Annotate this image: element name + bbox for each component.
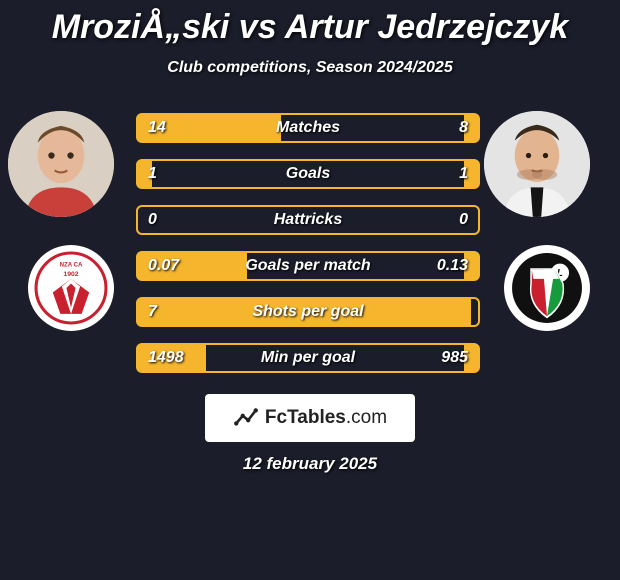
stats-bars: 14 Matches 8 1 Goals 1 0 Hattricks 0 0.0… [136, 113, 480, 389]
stat-label: Matches [138, 119, 478, 137]
stat-row: 14 Matches 8 [136, 113, 480, 143]
stat-label: Hattricks [138, 211, 478, 229]
stat-row: 1498 Min per goal 985 [136, 343, 480, 373]
stat-row: 7 Shots per goal [136, 297, 480, 327]
page-title: MroziÅ„ski vs Artur Jedrzejczyk [0, 0, 620, 47]
stat-label: Min per goal [138, 349, 478, 367]
stat-right-value: 8 [459, 119, 468, 137]
source-logo[interactable]: FcTables.com [205, 394, 415, 442]
stat-row: 0.07 Goals per match 0.13 [136, 251, 480, 281]
chart-icon [233, 405, 259, 431]
stat-right-value: 0.13 [437, 257, 468, 275]
club-left-badge: NZA CA 1902 [28, 245, 114, 331]
stat-label: Goals [138, 165, 478, 183]
club-right-badge: L [504, 245, 590, 331]
stat-row: 0 Hattricks 0 [136, 205, 480, 235]
stat-label: Goals per match [138, 257, 478, 275]
subtitle: Club competitions, Season 2024/2025 [0, 59, 620, 77]
date-text: 12 february 2025 [0, 454, 620, 474]
svg-text:1902: 1902 [63, 271, 78, 278]
person-icon [8, 111, 114, 217]
player-right-avatar [484, 111, 590, 217]
logo-text: FcTables.com [265, 407, 387, 429]
player-left-avatar [8, 111, 114, 217]
stat-right-value: 985 [441, 349, 468, 367]
person-icon [484, 111, 590, 217]
stat-right-value: 1 [459, 165, 468, 183]
stat-label: Shots per goal [138, 303, 478, 321]
stat-right-value: 0 [459, 211, 468, 229]
club-crest-icon: NZA CA 1902 [33, 250, 109, 326]
svg-text:NZA CA: NZA CA [60, 262, 83, 269]
club-crest-icon: L [509, 250, 585, 326]
stat-row: 1 Goals 1 [136, 159, 480, 189]
